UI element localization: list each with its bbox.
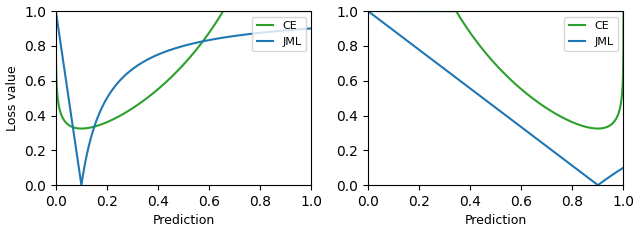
X-axis label: Prediction: Prediction xyxy=(152,214,214,227)
CE xyxy=(77,127,85,130)
CE xyxy=(574,123,582,126)
JML xyxy=(531,135,538,138)
CE xyxy=(150,92,157,94)
JML xyxy=(150,55,157,58)
CE xyxy=(517,88,525,90)
Line: JML: JML xyxy=(56,11,311,185)
CE xyxy=(594,127,602,130)
CE xyxy=(620,10,627,12)
Legend: CE, JML: CE, JML xyxy=(252,17,306,51)
JML xyxy=(218,36,226,39)
JML xyxy=(262,31,270,34)
JML xyxy=(461,84,469,86)
Legend: CE, JML: CE, JML xyxy=(564,17,618,51)
JML xyxy=(307,27,315,30)
CE xyxy=(205,31,213,34)
JML xyxy=(574,169,582,171)
JML xyxy=(77,184,85,187)
CE xyxy=(531,98,538,101)
X-axis label: Prediction: Prediction xyxy=(465,214,527,227)
Line: CE: CE xyxy=(56,11,311,129)
JML xyxy=(243,33,250,36)
JML xyxy=(517,126,525,128)
CE xyxy=(410,10,418,12)
JML xyxy=(620,166,627,169)
CE xyxy=(99,123,106,125)
JML xyxy=(555,154,563,157)
JML xyxy=(205,39,213,41)
JML xyxy=(364,10,372,12)
JML xyxy=(52,10,60,12)
Y-axis label: Loss value: Loss value xyxy=(6,65,19,131)
CE xyxy=(307,10,315,12)
CE xyxy=(364,10,372,12)
Line: JML: JML xyxy=(368,11,623,185)
CE xyxy=(262,10,270,12)
CE xyxy=(555,114,563,117)
CE xyxy=(243,10,250,12)
JML xyxy=(99,105,106,108)
CE xyxy=(218,12,226,14)
CE xyxy=(52,10,60,12)
JML xyxy=(594,184,602,187)
CE xyxy=(461,25,469,27)
Line: CE: CE xyxy=(368,11,623,129)
JML xyxy=(410,45,418,48)
